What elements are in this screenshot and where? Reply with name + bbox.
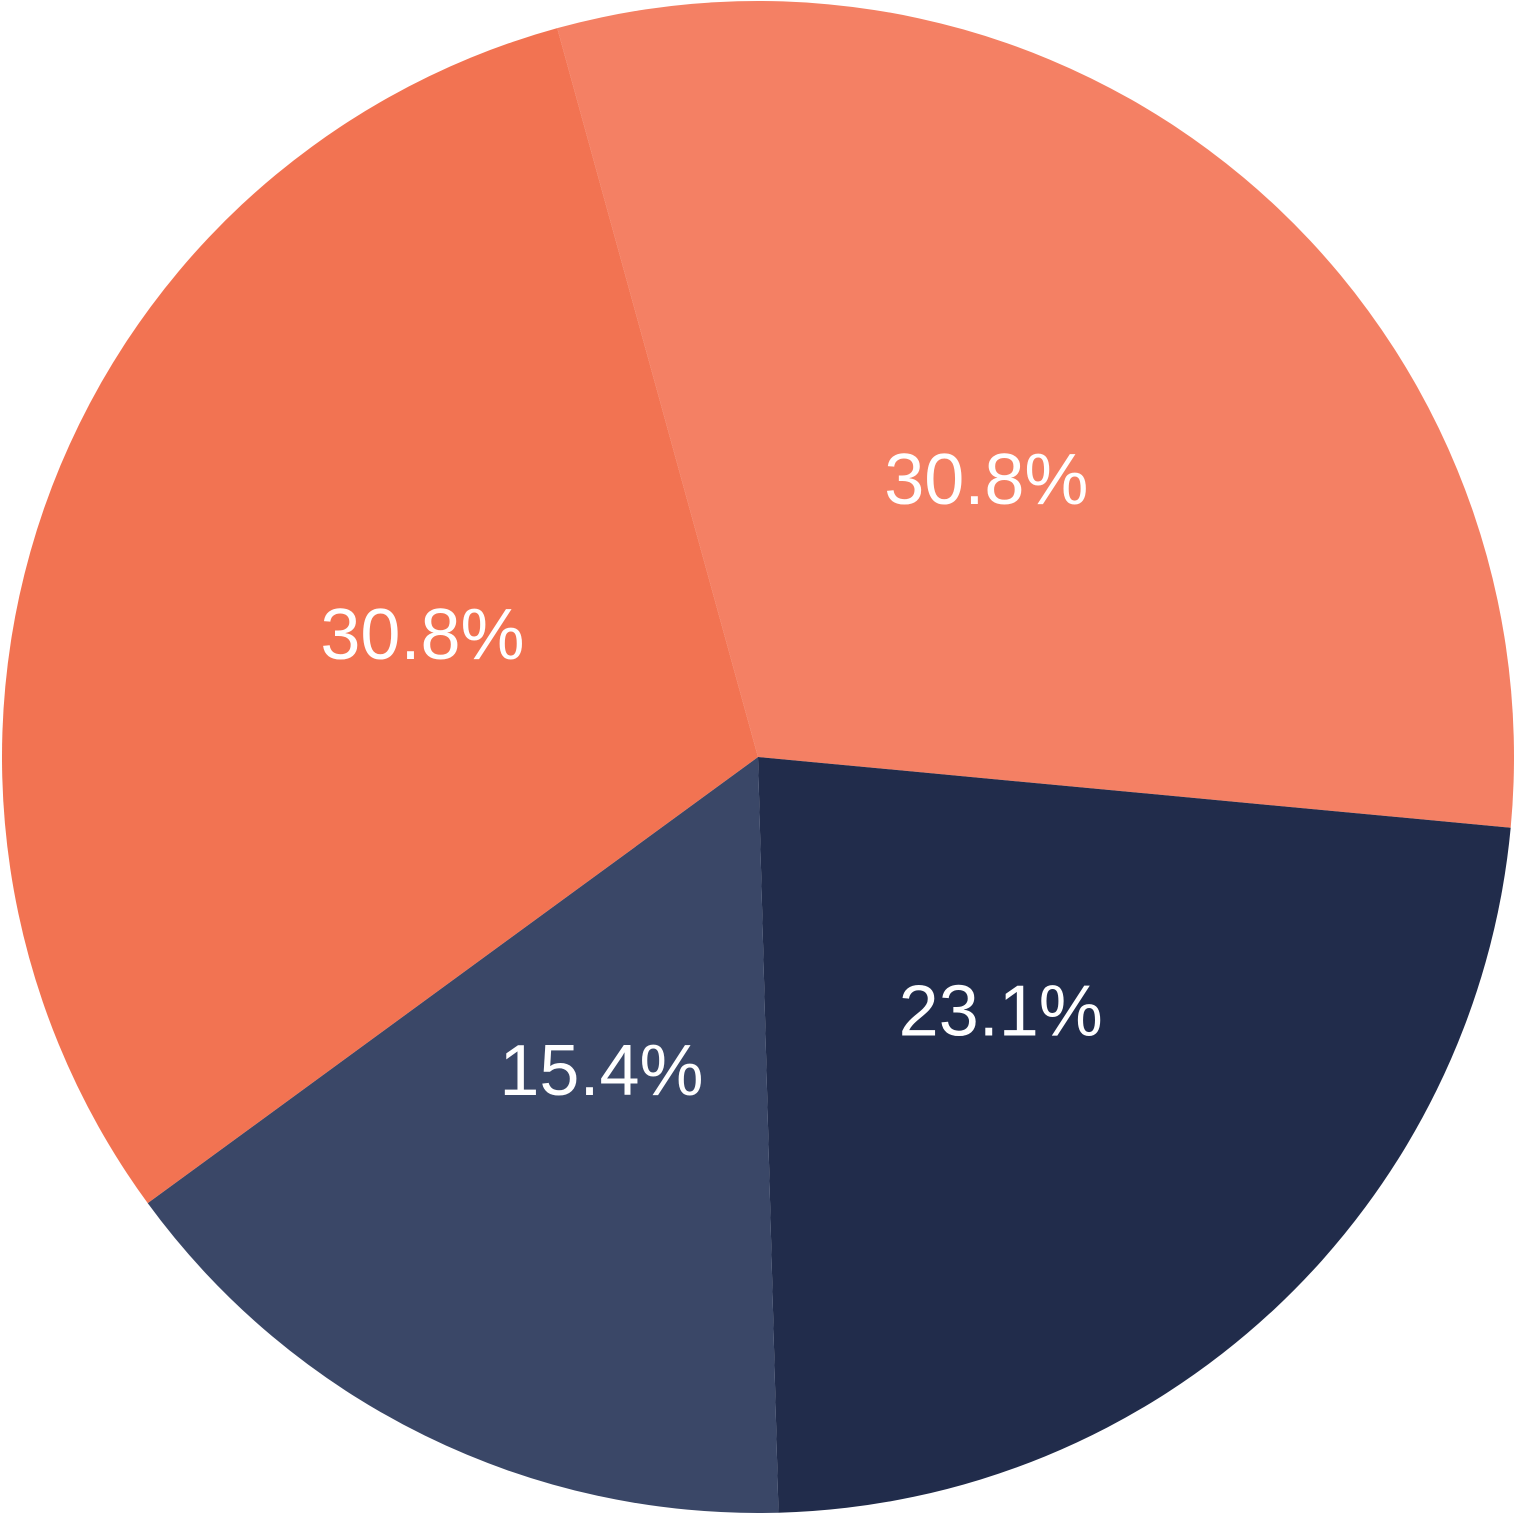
- pie-slice: [2, 28, 759, 1204]
- data-label: 23.1%: [899, 971, 1103, 1051]
- pie-slice: [147, 757, 779, 1514]
- data-label: 30.8%: [884, 440, 1088, 520]
- pie-slice: [557, 0, 1515, 828]
- data-label: 30.8%: [320, 595, 524, 675]
- pie-slice: [758, 757, 1511, 1513]
- data-label: 15.4%: [499, 1031, 703, 1111]
